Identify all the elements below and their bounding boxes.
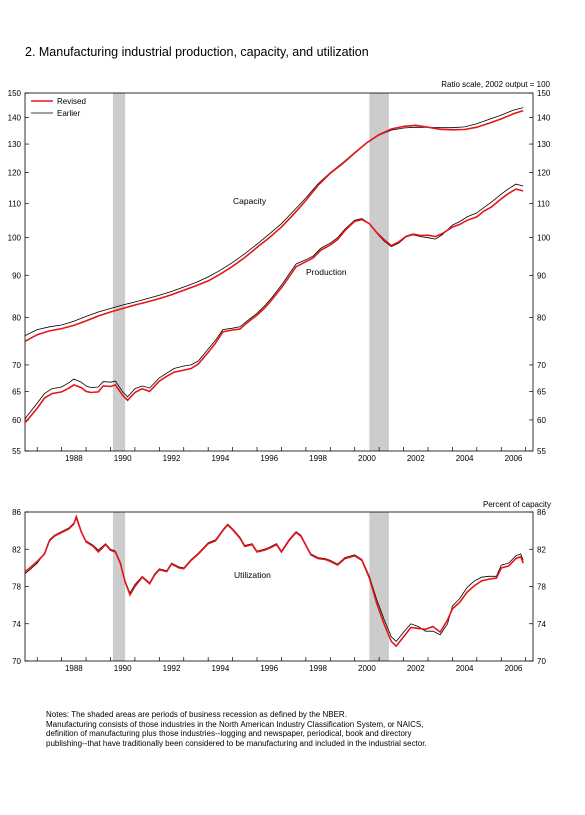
y-tick-label-left: 140	[8, 114, 22, 123]
x-tick-label: 1988	[65, 454, 83, 463]
y-tick-label-right: 140	[537, 114, 551, 123]
x-tick-label: 1994	[211, 664, 229, 673]
y-tick-label-right: 120	[537, 169, 551, 178]
x-tick-label: 1990	[114, 664, 132, 673]
figure-title: 2. Manufacturing industrial production, …	[25, 45, 369, 59]
x-tick-label: 1992	[163, 664, 181, 673]
y-tick-label-left: 78	[12, 583, 21, 592]
recession-bar	[112, 512, 126, 661]
legend-label-earlier: Earlier	[57, 109, 80, 118]
x-tick-label: 2002	[407, 664, 425, 673]
y-tick-label-right: 130	[537, 140, 551, 149]
x-tick-label: 1998	[309, 664, 327, 673]
y-tick-label-left: 70	[12, 361, 21, 370]
utilization-earlier-line	[24, 517, 524, 642]
note-line: definition of manufacturing plus those i…	[46, 729, 412, 739]
plot-frame	[24, 92, 534, 452]
x-tick-label: 1992	[163, 454, 181, 463]
x-tick-label: 2000	[358, 454, 376, 463]
y-tick-label-left: 65	[12, 387, 21, 396]
y-tick-label-left: 90	[12, 271, 21, 280]
y-tick-label-right: 86	[537, 508, 546, 517]
recession-bar	[112, 93, 126, 451]
y-tick-label-left: 120	[8, 169, 22, 178]
capacity-revised-line	[24, 109, 524, 343]
production-capacity-chart: 55 55 60 60 65 65 70 70 80 80 90 90 100 100 110 110 120 1…	[8, 80, 551, 463]
notes: Notes: The shaded areas are periods of b…	[46, 710, 566, 748]
production-revised-line	[24, 188, 524, 424]
unit-note: Ratio scale, 2002 output = 100	[441, 80, 550, 89]
unit-note: Percent of capacity	[483, 500, 551, 509]
x-tick-label: 1998	[309, 454, 327, 463]
production-earlier-line	[24, 183, 524, 420]
x-tick-label: 2000	[358, 664, 376, 673]
y-tick-label-right: 60	[537, 416, 546, 425]
y-tick-label-left: 82	[12, 545, 21, 554]
series-annotation: Production	[306, 267, 347, 277]
y-tick-label-right: 100	[537, 234, 551, 243]
y-tick-label-left: 86	[12, 508, 21, 517]
note-line: Manufacturing consists of those industri…	[46, 719, 424, 729]
y-tick-label-right: 80	[537, 313, 546, 322]
x-tick-label: 2006	[505, 454, 523, 463]
y-tick-label-left: 70	[12, 657, 21, 666]
y-tick-label-right: 70	[537, 657, 546, 666]
y-tick-label-right: 55	[537, 447, 546, 456]
x-tick-label: 1988	[65, 664, 83, 673]
x-tick-label: 1990	[114, 454, 132, 463]
y-tick-label-right: 74	[537, 620, 546, 629]
y-tick-label-left: 100	[8, 234, 22, 243]
y-tick-label-left: 110	[8, 200, 21, 209]
utilization-revised-line	[24, 514, 524, 648]
y-tick-label-left: 55	[12, 447, 21, 456]
x-tick-label: 1994	[211, 454, 229, 463]
y-tick-label-right: 70	[537, 361, 546, 370]
y-tick-label-right: 78	[537, 583, 546, 592]
y-tick-label-right: 82	[537, 545, 546, 554]
y-tick-label-left: 74	[12, 620, 21, 629]
series-annotation: Utilization	[234, 570, 271, 580]
x-tick-label: 1996	[260, 664, 278, 673]
utilization-chart: 70 70 74 74 78 78 82 82 86 86 1988 1990 1992 1994 1996…	[12, 500, 551, 673]
y-tick-label-right: 65	[537, 387, 546, 396]
y-tick-label-left: 130	[8, 140, 22, 149]
x-tick-label: 2004	[456, 454, 474, 463]
legend-label-revised: Revised	[57, 97, 86, 106]
y-tick-label-left: 150	[8, 89, 22, 98]
x-tick-label: 2002	[407, 454, 425, 463]
y-tick-label-left: 60	[12, 416, 21, 425]
y-tick-label-right: 110	[537, 200, 550, 209]
recession-bar	[369, 93, 389, 451]
y-tick-label-right: 150	[537, 89, 551, 98]
x-tick-label: 1996	[260, 454, 278, 463]
y-tick-label-left: 80	[12, 313, 21, 322]
plot-frame	[24, 511, 534, 662]
note-line: publishing--that have traditionally been…	[46, 738, 427, 748]
y-tick-label-right: 90	[537, 271, 546, 280]
x-tick-label: 2006	[505, 664, 523, 673]
note-line: Notes: The shaded areas are periods of b…	[46, 710, 347, 719]
series-annotation: Capacity	[233, 196, 267, 206]
capacity-earlier-line	[24, 107, 524, 336]
x-tick-label: 2004	[456, 664, 474, 673]
